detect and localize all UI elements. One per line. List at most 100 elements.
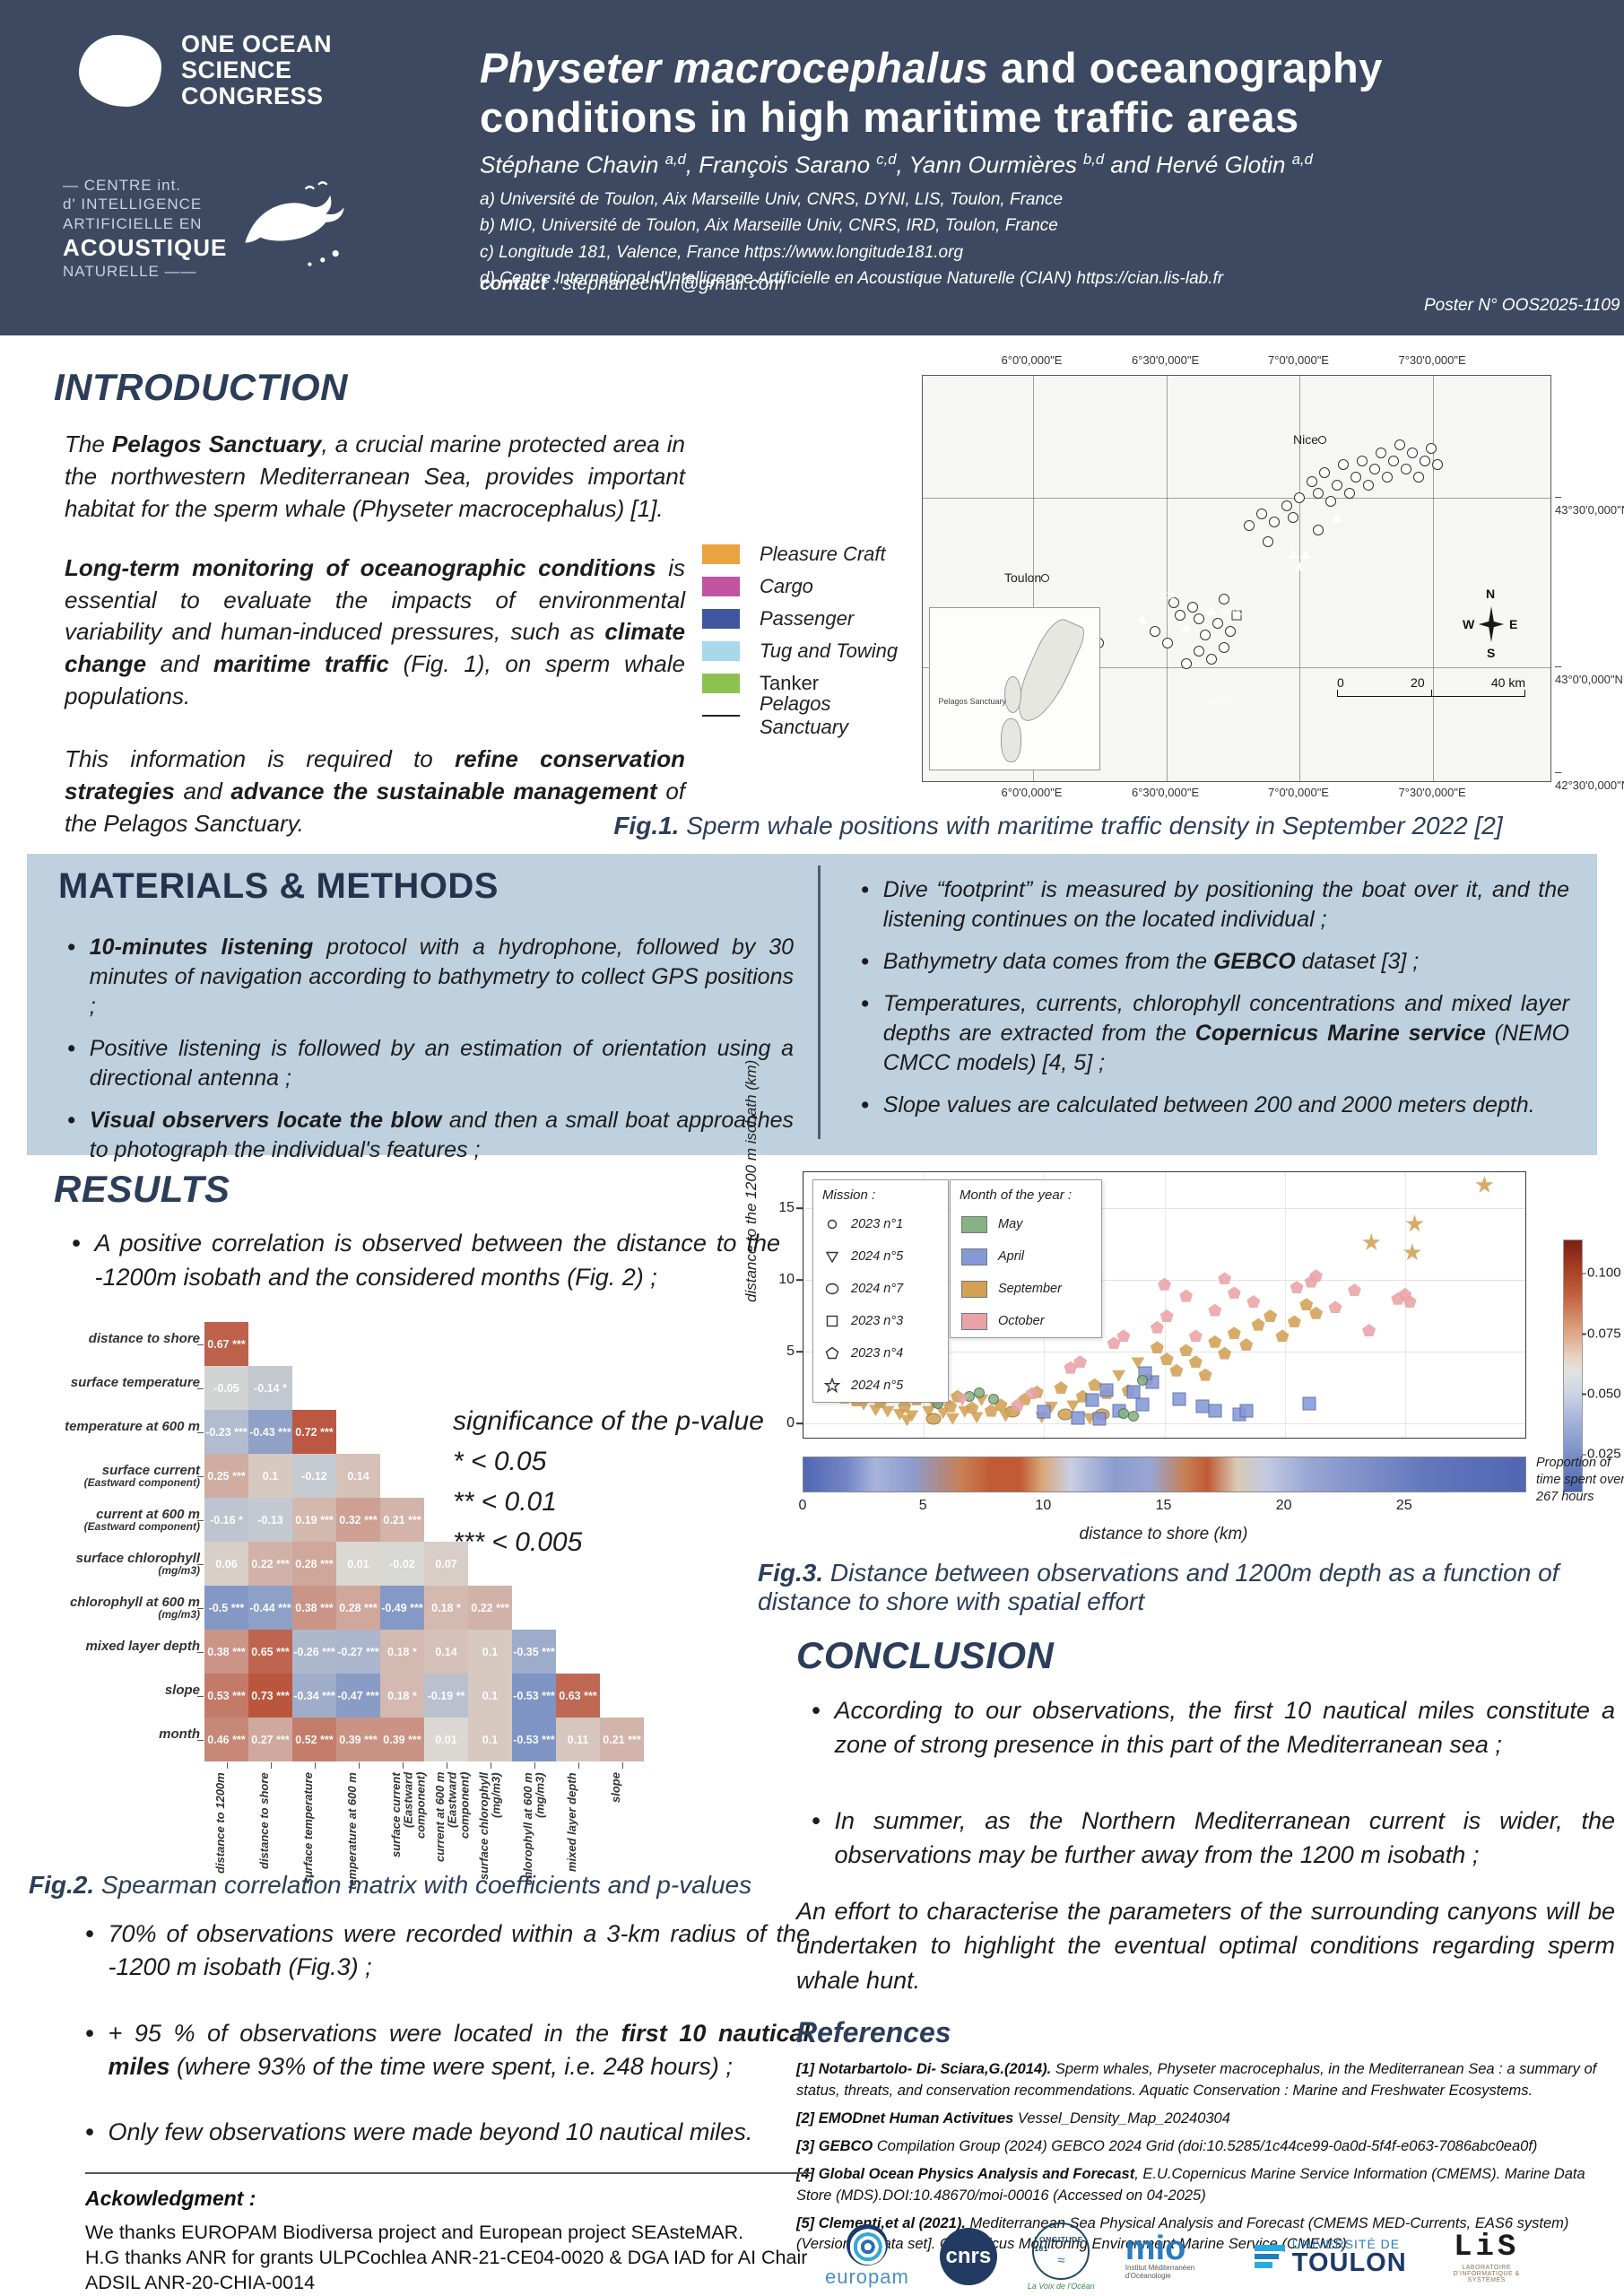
matrix-cell: 0.65 *** [248, 1630, 292, 1674]
matrix-row-label: surface chlorophyll (mg/m3) [75, 1550, 200, 1578]
data-point [881, 1405, 895, 1418]
europam-icon [840, 2218, 894, 2272]
mission-legend: Mission :2023 n°1 2024 n°5 2024 n°7 2023 n°… [812, 1179, 949, 1403]
list-item: • According to our observations, the firs… [812, 1697, 1615, 1759]
matrix-cell: 0.18 * [380, 1630, 424, 1674]
list-item: •[1] Notarbartolo- Di- Sciara,G.(2014). … [796, 2061, 1597, 2099]
matrix-row-label: distance to shore [88, 1330, 200, 1346]
data-point [1064, 1361, 1078, 1374]
legend-swatch [702, 641, 740, 661]
fig3-x-tick-labels: 0 5 10 15 20 25 [799, 1498, 1524, 1516]
intro-heading: INTRODUCTION [54, 366, 348, 408]
italy-shape [1007, 613, 1088, 730]
whale-position-marker [1307, 475, 1317, 487]
whale-position-marker [1137, 614, 1148, 624]
data-point [1328, 1300, 1342, 1314]
whale-position-marker [1206, 606, 1217, 616]
acknowledgment-divider [85, 2172, 812, 2174]
sanctuary-line-icon [702, 715, 740, 717]
intro-paragraph: The Pelagos Sanctuary, a crucial marine … [65, 430, 685, 522]
whale-position-marker [1231, 610, 1242, 621]
whale-position-marker [1294, 491, 1305, 503]
poster-title: Physeter macrocephalus and oceanography … [480, 43, 1592, 143]
list-item: • 70% of observations were recorded withi… [85, 1920, 810, 1981]
whale-position-marker [1363, 480, 1374, 491]
whale-position-marker [1376, 447, 1386, 458]
compass-star-icon [1479, 606, 1504, 643]
data-point [987, 1393, 999, 1405]
scale-bar: 0 20 40 km [1337, 675, 1525, 698]
whale-position-marker [1413, 472, 1424, 483]
whale-position-marker [1313, 488, 1324, 500]
data-point [1073, 1355, 1088, 1369]
list-item: •[2] EMODnet Human Activitues Vessel_Den… [796, 2109, 1230, 2126]
matrix-cell: 0.32 *** [336, 1498, 380, 1542]
matrix-cell: 0.1 [468, 1674, 512, 1718]
list-item: • A positive correlation is observed betw… [72, 1230, 780, 1291]
matrix-row-label: current at 600 m (Eastward component) [83, 1506, 200, 1534]
whale-position-marker [1325, 496, 1336, 508]
matrix-row-label: slope [164, 1682, 200, 1698]
matrix-cell: 0.1 [468, 1630, 512, 1674]
legend-swatch [702, 577, 740, 596]
matrix-cell: -0.26 *** [292, 1630, 336, 1674]
methods-right-list: • Dive “footprint” is measured by positio… [861, 875, 1569, 1133]
list-item: • Bathymetry data comes from the GEBCO da… [861, 949, 1420, 974]
fig3-colorbar: 0.100 0.075 0.050 0.025 [1563, 1239, 1621, 1492]
fig2-caption: Fig.2. Spearman correlation matrix with … [29, 1871, 752, 1899]
footer-logos: europam cnrs LONGITUDE 181 ≈ La Voix de … [825, 2218, 1614, 2291]
data-point [1037, 1405, 1051, 1419]
matrix-cell: 0.46 *** [204, 1718, 248, 1761]
month-legend-item: September [951, 1273, 1101, 1305]
intro-paragraph: This information is required to refine c… [65, 745, 685, 837]
matrix-row-label: temperature at 600 m [65, 1418, 200, 1434]
list-item: •[4] Global Ocean Physics Analysis and F… [796, 2165, 1585, 2204]
matrix-cell: 0.19 *** [292, 1498, 336, 1542]
matrix-cell: -0.16 * [204, 1498, 248, 1542]
whale-position-marker [1219, 641, 1229, 653]
matrix-row-label: chlorophyll at 600 m (mg/m3) [69, 1594, 200, 1622]
whale-position-marker [1357, 455, 1368, 466]
methods-heading: MATERIALS & METHODS [58, 866, 499, 906]
y-tick: 5 [786, 1344, 795, 1359]
whale-position-marker [1288, 512, 1298, 524]
whale-position-marker [1256, 508, 1267, 519]
matrix-cell: -0.05 [204, 1366, 248, 1410]
affiliations: •a) Université de Toulon, Aix Marseille … [480, 187, 1592, 292]
x-tick: 20 [1275, 1498, 1292, 1513]
mission-legend-item: 2024 n°5 [813, 1370, 948, 1402]
data-point [1475, 1175, 1494, 1194]
colorbar-tick: 0.075 [1582, 1326, 1621, 1342]
authors-line: Stéphane Chavin a,d, François Sarano c,d… [480, 151, 1313, 178]
corsica-shape [1004, 675, 1022, 714]
matrix-cell: 0.1 [248, 1454, 292, 1498]
data-point [984, 1404, 998, 1417]
whale-position-marker [1212, 617, 1223, 629]
whale-position-marker [1181, 622, 1192, 632]
month-legend-item: April [951, 1240, 1101, 1273]
whale-position-marker [1288, 549, 1298, 559]
whale-position-marker [1187, 601, 1198, 613]
data-point [1208, 1335, 1222, 1348]
data-point [1275, 1329, 1290, 1343]
matrix-cell: -0.47 *** [336, 1674, 380, 1718]
whale-position-marker [1344, 488, 1355, 500]
fig3-y-axis-label: distance to the 1200 m isobath (km) [743, 1059, 760, 1302]
cnrs-logo: cnrs [939, 2228, 997, 2285]
matrix-cell: 0.27 *** [248, 1718, 292, 1761]
whale-position-marker [1225, 625, 1236, 637]
matrix-cell: -0.53 *** [512, 1674, 556, 1718]
whale-position-marker [1401, 463, 1411, 474]
data-point [1159, 1309, 1174, 1322]
data-point [1227, 1326, 1241, 1340]
compass-rose: N E S W [1463, 587, 1518, 661]
y-tick: 15 [778, 1200, 795, 1215]
list-item: • Visual observers locate the blow and th… [67, 1108, 794, 1162]
matrix-cell: 0.1 [468, 1718, 512, 1761]
mission-legend-item: 2023 n°3 [813, 1305, 948, 1337]
data-point [1198, 1368, 1212, 1381]
whale-position-marker [1206, 654, 1217, 665]
inset-overview-map: Pelagos Sanctuary [929, 606, 1100, 771]
cian-logo-text: — CENTRE int. d' INTELLIGENCE ARTIFICIEL… [63, 177, 228, 281]
